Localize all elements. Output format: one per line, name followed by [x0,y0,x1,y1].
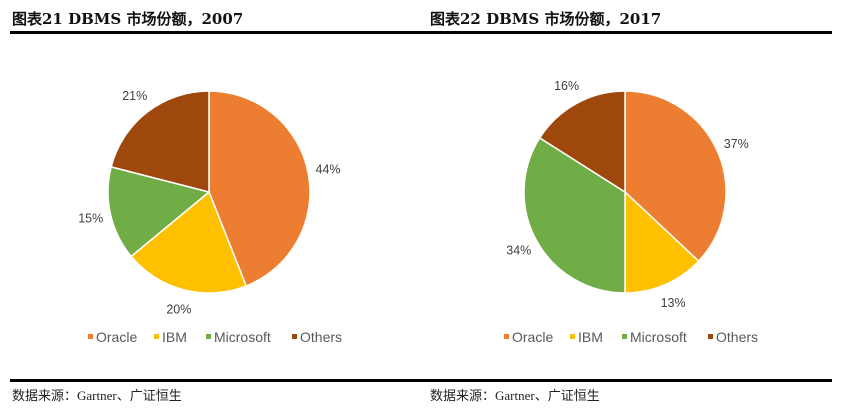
chart-title-2017: 图表22 DBMS 市场份额，2017 [430,10,662,28]
data-label: 13% [661,296,686,310]
pie-chart-2017: 37% 13% 34% 16% Oracle IBM Microsoft Others [504,79,758,345]
legend-label: Oracle [512,329,553,345]
legend-label: IBM [162,329,187,345]
legend-label: IBM [578,329,603,345]
pie-slice-oracle [624,90,727,263]
legend-swatch [708,334,713,339]
legend-swatch [504,334,509,339]
legend-item-others: Others [292,329,342,345]
legend-label: Others [300,329,342,345]
legend-swatch [622,334,627,339]
legend-item-microsoft: Microsoft [206,329,271,345]
legend-item-oracle: Oracle [88,329,137,345]
data-label: 21% [122,89,147,103]
data-label: 44% [316,162,341,176]
legend-swatch [154,334,159,339]
pie-chart-2007: 44% 20% 15% 21% Oracle IBM Microsoft Others [78,89,342,345]
pie-slice-microsoft [107,165,211,258]
legend-item-ibm: IBM [570,329,603,345]
pie-slice-oracle [208,90,311,287]
legend-swatch [206,334,211,339]
bottom-divider [10,379,832,382]
legend-swatch [88,334,93,339]
pie-slice-others [110,90,210,193]
legend-label: Others [716,329,758,345]
source-note-2017: 数据来源：Gartner、广证恒生 [430,388,600,403]
data-label: 16% [554,79,579,93]
top-divider [10,31,832,34]
legend-item-ibm: IBM [154,329,187,345]
legend-swatch [570,334,575,339]
pie-slice-ibm [624,190,700,294]
legend-item-oracle: Oracle [504,329,553,345]
pie-slice-ibm [130,190,248,294]
data-label: 34% [506,243,531,257]
legend-label: Oracle [96,329,137,345]
legend-label: Microsoft [630,329,687,345]
chart-title-2007: 图表21 DBMS 市场份额，2007 [12,10,244,28]
legend-label: Microsoft [214,329,271,345]
data-label: 20% [166,302,191,316]
legend-item-microsoft: Microsoft [622,329,687,345]
source-note-2007: 数据来源：Gartner、广证恒生 [12,388,182,403]
data-label: 37% [724,137,749,151]
legend-swatch [292,334,297,339]
pie-slice-others [538,90,626,194]
legend-item-others: Others [708,329,758,345]
data-label: 15% [78,211,103,225]
